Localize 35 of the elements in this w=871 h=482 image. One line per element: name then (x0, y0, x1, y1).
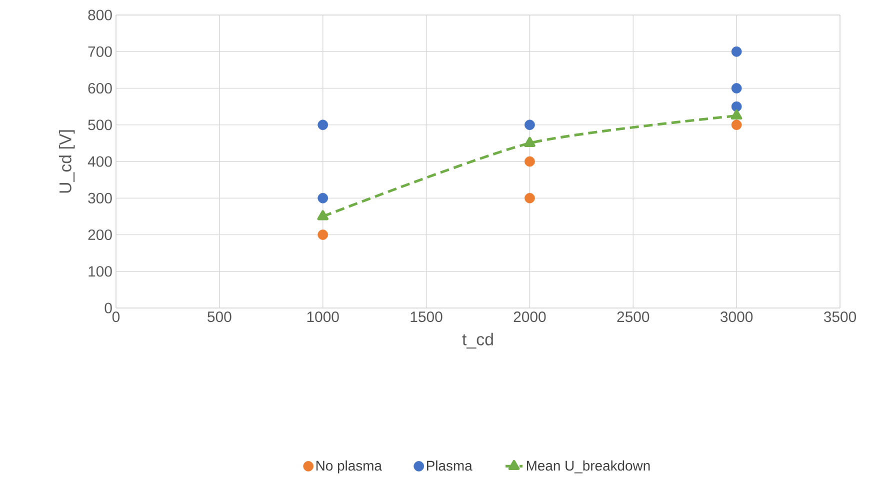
point (524, 136, 536, 147)
y-tick-label: 400 (88, 156, 112, 167)
y-tick-label: 100 (88, 266, 112, 277)
point (317, 210, 328, 220)
point (730, 109, 742, 120)
y-axis-title: U_cd [V] (58, 130, 75, 193)
x-tick-label: 500 (208, 312, 232, 322)
x-tick-label: 3500 (824, 312, 856, 322)
y-tick-label: 600 (88, 82, 112, 94)
x-tick-label: 2500 (617, 312, 650, 322)
legend-label: Plasma (426, 460, 472, 471)
point (524, 192, 535, 204)
y-tick-label: 800 (88, 10, 112, 20)
point (524, 156, 535, 167)
x-tick-label: 3000 (720, 312, 753, 322)
y-tick-label: 0 (104, 302, 112, 314)
y-tick-label: 300 (88, 192, 112, 204)
point (318, 230, 328, 240)
point (524, 120, 535, 130)
legend-label: Mean U_breakdown (526, 460, 650, 474)
point (318, 120, 328, 130)
x-tick-label: 2000 (514, 312, 546, 322)
point (318, 192, 328, 204)
point (731, 120, 742, 130)
y-tick-label: 700 (88, 46, 112, 57)
y-tick-label: 200 (88, 229, 112, 240)
point (731, 83, 742, 94)
point (731, 101, 742, 112)
y-tick-label: 500 (88, 120, 112, 130)
x-tick-label: 1500 (410, 312, 442, 322)
point (731, 46, 742, 57)
x-tick-label: 0 (112, 312, 120, 322)
legend-label: No plasma (316, 460, 382, 474)
x-tick-label: 1000 (307, 312, 339, 322)
x-axis-title: t_cd (462, 332, 493, 349)
